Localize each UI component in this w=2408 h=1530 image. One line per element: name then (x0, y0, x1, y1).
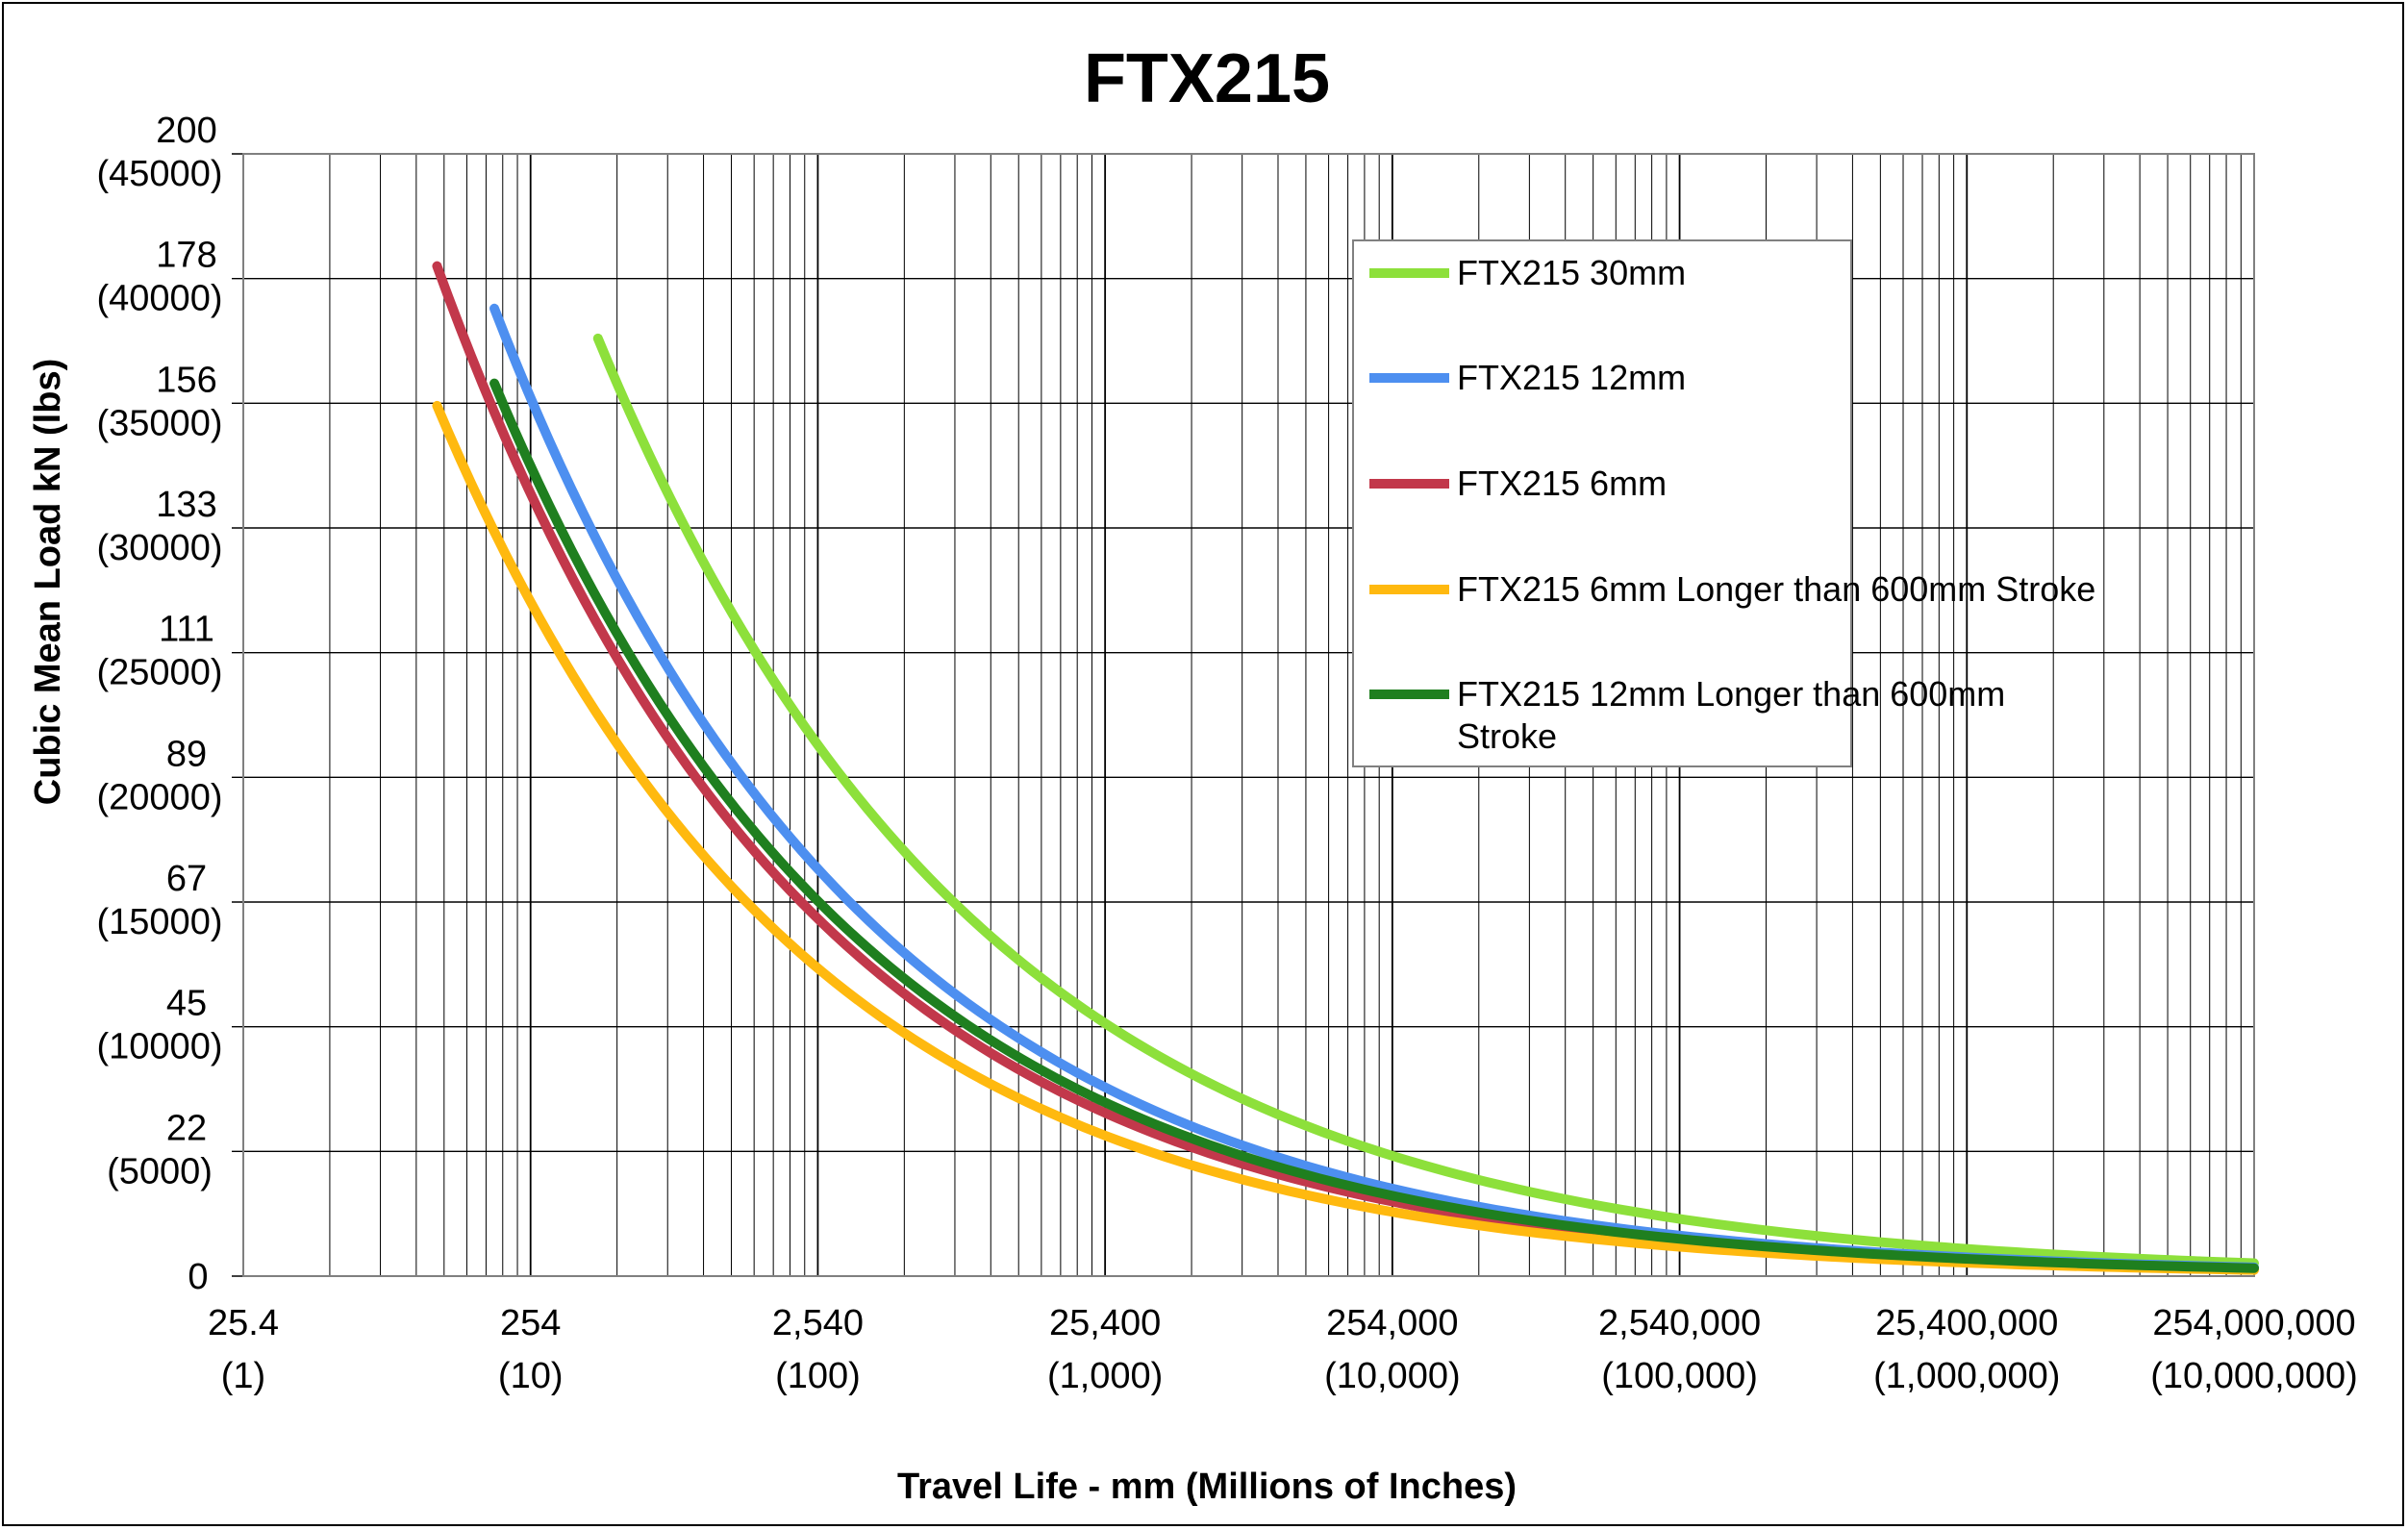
y-tick-label: 200 (156, 111, 216, 151)
x-tick-label: 25,400 (1049, 1303, 1161, 1343)
y-axis-ticks: 022(5000)45(10000)67(15000)89(20000)111(… (97, 111, 223, 1297)
y-tick-label: 0 (188, 1257, 208, 1297)
y-tick-sublabel: (5000) (107, 1151, 213, 1191)
y-tick-label: 133 (156, 485, 216, 525)
x-tick-sublabel: (100,000) (1601, 1356, 1758, 1396)
x-tick-label: 2,540 (772, 1303, 864, 1343)
x-tick-sublabel: (1,000,000) (1873, 1356, 2060, 1396)
x-axis-ticks: 25.4 (1) 254 (10) 2,540 (100) 25,400 (1,000) 254… (208, 1303, 2358, 1396)
legend-label-5: FTX215 12mm Longer than 600mm (1457, 674, 2005, 714)
x-tick-label: 254,000 (1326, 1303, 1458, 1343)
legend-label-4: FTX215 6mm Longer than 600mm Stroke (1457, 569, 2095, 609)
y-tick-sublabel: (10000) (97, 1027, 223, 1067)
x-tick-sublabel: (100) (775, 1356, 861, 1396)
y-tick-sublabel: (25000) (97, 653, 223, 693)
series-line-5 (489, 378, 2259, 1273)
y-tick-label: 89 (166, 734, 207, 774)
legend: FTX215 30mm FTX215 12mm FTX215 6mm FTX215 6… (1352, 239, 2095, 767)
legend-label-5-line2: Stroke (1457, 716, 1557, 756)
y-axis-title: Cubic Mean Load kN (lbs) (28, 359, 68, 805)
x-tick-sublabel: (1) (221, 1356, 265, 1396)
y-tick-sublabel: (30000) (97, 528, 223, 568)
x-tick-label: 25.4 (208, 1303, 279, 1343)
legend-box (1352, 239, 1852, 767)
grid (232, 153, 2254, 1277)
x-tick-sublabel: (10,000) (1324, 1356, 1461, 1396)
legend-label-3: FTX215 6mm (1457, 464, 1667, 503)
y-tick-label: 156 (156, 360, 216, 400)
series-line-1 (592, 333, 2259, 1268)
x-tick-label: 254,000,000 (2152, 1303, 2355, 1343)
y-tick-label: 67 (166, 859, 207, 899)
legend-label-2: FTX215 12mm (1457, 358, 1686, 397)
x-tick-sublabel: (10) (498, 1356, 564, 1396)
y-tick-label: 178 (156, 236, 216, 276)
y-tick-sublabel: (35000) (97, 403, 223, 443)
legend-label-1: FTX215 30mm (1457, 253, 1686, 292)
y-tick-label: 45 (166, 984, 207, 1024)
plot-area (242, 153, 2255, 1277)
y-tick-label: 22 (166, 1108, 207, 1148)
x-tick-sublabel: (1,000) (1047, 1356, 1163, 1396)
y-tick-sublabel: (45000) (97, 154, 223, 194)
y-tick-label: 111 (159, 610, 214, 650)
y-tick-sublabel: (40000) (97, 279, 223, 319)
x-tick-label: 2,540,000 (1598, 1303, 1761, 1343)
series-layer (432, 261, 2259, 1275)
x-tick-label: 25,400,000 (1875, 1303, 2058, 1343)
x-tick-label: 254 (500, 1303, 561, 1343)
x-axis-title: Travel Life - mm (Millions of Inches) (897, 1467, 1517, 1507)
y-tick-sublabel: (15000) (97, 902, 223, 942)
chart-title: FTX215 (1084, 40, 1330, 117)
x-tick-sublabel: (10,000,000) (2150, 1356, 2358, 1396)
y-tick-sublabel: (20000) (97, 777, 223, 817)
